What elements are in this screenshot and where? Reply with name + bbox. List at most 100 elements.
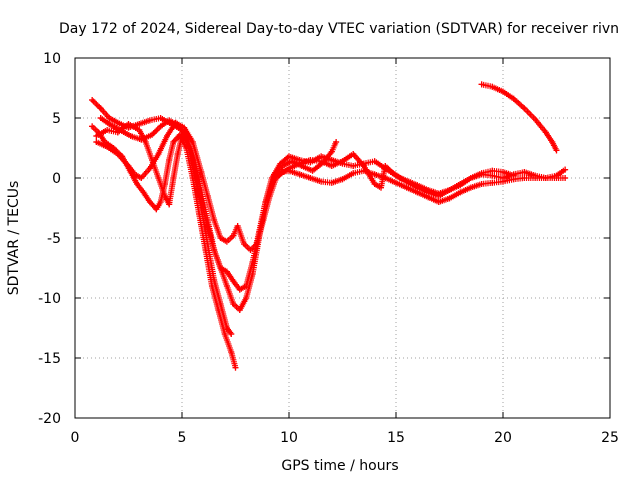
data-point xyxy=(296,160,303,167)
data-point xyxy=(166,201,173,208)
data-point xyxy=(425,187,432,193)
data-point xyxy=(198,187,205,193)
data-point xyxy=(230,301,237,307)
x-tick-label: 15 xyxy=(387,430,405,446)
data-point xyxy=(104,127,111,133)
data-point xyxy=(125,163,132,169)
y-tick-label: 5 xyxy=(52,111,61,127)
data-point xyxy=(279,163,286,169)
data-point xyxy=(489,83,496,90)
data-point xyxy=(104,143,111,150)
data-point xyxy=(553,147,560,154)
plot-border xyxy=(74,57,611,419)
data-point xyxy=(198,205,205,211)
data-point xyxy=(134,181,141,187)
data-point xyxy=(478,170,485,177)
data-point xyxy=(403,184,410,191)
y-tick-label: -10 xyxy=(38,291,61,307)
data-point xyxy=(478,81,485,88)
data-point xyxy=(136,121,143,127)
data-point xyxy=(155,175,162,181)
data-point xyxy=(198,169,205,175)
x-tick-label: 0 xyxy=(71,430,80,446)
data-point xyxy=(230,278,237,285)
data-point xyxy=(228,331,235,337)
data-point xyxy=(288,158,295,165)
data-point xyxy=(446,187,453,193)
series-track-7 xyxy=(478,81,560,154)
data-point xyxy=(223,238,230,245)
data-point xyxy=(106,121,113,127)
data-point xyxy=(204,217,211,223)
data-point xyxy=(435,199,442,205)
y-tick-label: 10 xyxy=(43,51,61,67)
data-point xyxy=(243,283,250,289)
data-point xyxy=(89,123,96,130)
data-point xyxy=(521,105,528,112)
data-point xyxy=(140,189,147,196)
data-point xyxy=(414,189,421,196)
data-point xyxy=(211,277,218,283)
data-point xyxy=(174,151,181,157)
series-markers xyxy=(97,115,340,293)
data-point xyxy=(446,195,453,202)
data-series xyxy=(89,81,569,371)
series-markers xyxy=(478,81,560,154)
data-point xyxy=(106,115,113,121)
data-point xyxy=(532,175,539,181)
data-point xyxy=(211,247,218,253)
data-point xyxy=(230,232,237,239)
data-point xyxy=(328,163,335,169)
data-point xyxy=(136,127,143,133)
data-point xyxy=(339,158,346,165)
data-point xyxy=(510,95,517,102)
x-tick-label: 5 xyxy=(178,430,187,446)
data-point xyxy=(170,139,177,145)
data-point xyxy=(425,194,432,201)
x-tick-label: 10 xyxy=(280,430,298,446)
data-point xyxy=(191,157,198,163)
data-point xyxy=(131,171,138,178)
x-tick-label: 20 xyxy=(494,430,512,446)
data-point xyxy=(223,268,230,275)
axis-ticks: 0 5 10 15 20 25 -20 -15 -10 -5 0 5 10 xyxy=(38,51,619,446)
data-point xyxy=(510,172,517,179)
data-point xyxy=(146,199,153,205)
data-point xyxy=(328,179,335,186)
data-point xyxy=(553,175,560,181)
data-point xyxy=(542,175,549,181)
data-point xyxy=(532,116,539,123)
data-point xyxy=(157,115,164,121)
data-point xyxy=(97,105,104,112)
series-track-6 xyxy=(275,151,517,197)
data-point xyxy=(542,129,549,136)
data-point xyxy=(93,133,100,139)
x-axis-label: GPS time / hours xyxy=(281,458,398,474)
data-point xyxy=(339,176,346,183)
data-point xyxy=(296,171,303,178)
data-point xyxy=(146,165,153,172)
data-point xyxy=(500,169,506,175)
data-point xyxy=(382,163,389,169)
data-point xyxy=(489,167,496,174)
data-point xyxy=(149,131,156,138)
data-point xyxy=(500,178,506,185)
data-point xyxy=(157,123,164,130)
data-point xyxy=(307,175,314,181)
data-point xyxy=(562,175,569,181)
data-point xyxy=(271,175,278,181)
data-point xyxy=(204,193,211,199)
data-point xyxy=(166,117,173,124)
data-point xyxy=(397,175,404,181)
data-point xyxy=(211,217,218,223)
data-point xyxy=(93,139,100,145)
data-point xyxy=(467,175,474,181)
y-tick-label: -20 xyxy=(38,411,61,427)
data-point xyxy=(236,286,243,293)
data-point xyxy=(318,158,325,165)
data-point xyxy=(318,178,325,185)
data-point xyxy=(350,163,357,169)
data-point xyxy=(114,151,121,157)
data-point xyxy=(405,178,412,185)
